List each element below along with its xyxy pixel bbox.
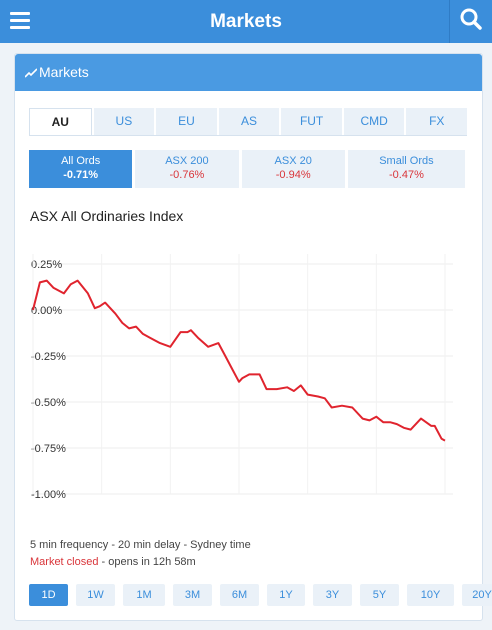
index-all-ords[interactable]: All Ords -0.71% bbox=[29, 150, 133, 188]
period-selector: 1D 1W 1M 3M 6M 1Y 3Y 5Y 10Y 20Y bbox=[29, 584, 492, 606]
tab-au[interactable]: AU bbox=[29, 108, 92, 135]
markets-panel: Markets AU US EU AS FUT CMD FX All Ords -0.71% A… bbox=[14, 53, 492, 621]
app-title: Markets bbox=[210, 11, 282, 32]
index-change: -0.71% bbox=[63, 169, 99, 181]
period-1d[interactable]: 1D bbox=[29, 584, 68, 606]
tab-fx[interactable]: FX bbox=[406, 108, 468, 135]
search-icon bbox=[460, 8, 482, 30]
period-5y[interactable]: 5Y bbox=[360, 584, 399, 606]
tab-us[interactable]: US bbox=[93, 108, 155, 135]
index-asx-200[interactable]: ASX 200 -0.76% bbox=[135, 150, 239, 188]
index-name: Small Ords bbox=[379, 155, 434, 167]
hamburger-menu-icon[interactable] bbox=[8, 8, 34, 34]
market-status: Market closed - opens in 12h 58m bbox=[30, 556, 196, 568]
opens-in-label: - opens in 12h 58m bbox=[98, 556, 196, 568]
chart-title: ASX All Ordinaries Index bbox=[30, 208, 184, 224]
index-small-ords[interactable]: Small Ords -0.47% bbox=[347, 150, 466, 188]
period-20y[interactable]: 20Y bbox=[462, 584, 492, 606]
index-change: -0.94% bbox=[275, 169, 311, 181]
series-line bbox=[32, 279, 446, 442]
period-1w[interactable]: 1W bbox=[76, 584, 115, 606]
period-1m[interactable]: 1M bbox=[123, 584, 165, 606]
y-tick-label: 0.00% bbox=[31, 305, 62, 317]
top-app-bar: Markets bbox=[0, 0, 492, 43]
tabs-divider bbox=[29, 135, 467, 136]
index-change: -0.76% bbox=[169, 169, 205, 181]
panel-title: Markets bbox=[39, 64, 89, 80]
y-tick-label: -0.25% bbox=[31, 351, 66, 363]
search-button[interactable] bbox=[449, 0, 492, 43]
market-tabs: AU US EU AS FUT CMD FX bbox=[29, 108, 468, 135]
y-tick-label: 0.25% bbox=[31, 259, 62, 271]
y-tick-label: -1.00% bbox=[31, 489, 66, 501]
index-name: ASX 20 bbox=[274, 155, 312, 167]
tab-cmd[interactable]: CMD bbox=[343, 108, 405, 135]
y-tick-label: -0.50% bbox=[31, 397, 66, 409]
trend-line-icon bbox=[25, 68, 37, 78]
period-1y[interactable]: 1Y bbox=[267, 584, 305, 606]
period-10y[interactable]: 10Y bbox=[407, 584, 454, 606]
index-change: -0.47% bbox=[389, 169, 424, 181]
period-3m[interactable]: 3M bbox=[173, 584, 212, 606]
tab-as[interactable]: AS bbox=[218, 108, 280, 135]
index-asx-20[interactable]: ASX 20 -0.94% bbox=[241, 150, 345, 188]
frequency-note: 5 min frequency - 20 min delay - Sydney … bbox=[30, 539, 251, 551]
tab-fut[interactable]: FUT bbox=[281, 108, 342, 135]
market-closed-label: Market closed bbox=[30, 556, 99, 568]
index-name: ASX 200 bbox=[165, 155, 209, 167]
panel-header: Markets bbox=[15, 54, 482, 91]
period-6m[interactable]: 6M bbox=[220, 584, 259, 606]
period-3y[interactable]: 3Y bbox=[313, 584, 352, 606]
y-tick-label: -0.75% bbox=[31, 443, 66, 455]
tab-eu[interactable]: EU bbox=[156, 108, 217, 135]
index-name: All Ords bbox=[61, 155, 101, 167]
index-line-chart: 0.25%0.00%-0.25%-0.50%-0.75%-1.00%27 Nov… bbox=[31, 254, 453, 501]
index-selector: All Ords -0.71% ASX 200 -0.76% ASX 20 -0.94% S… bbox=[29, 150, 466, 188]
